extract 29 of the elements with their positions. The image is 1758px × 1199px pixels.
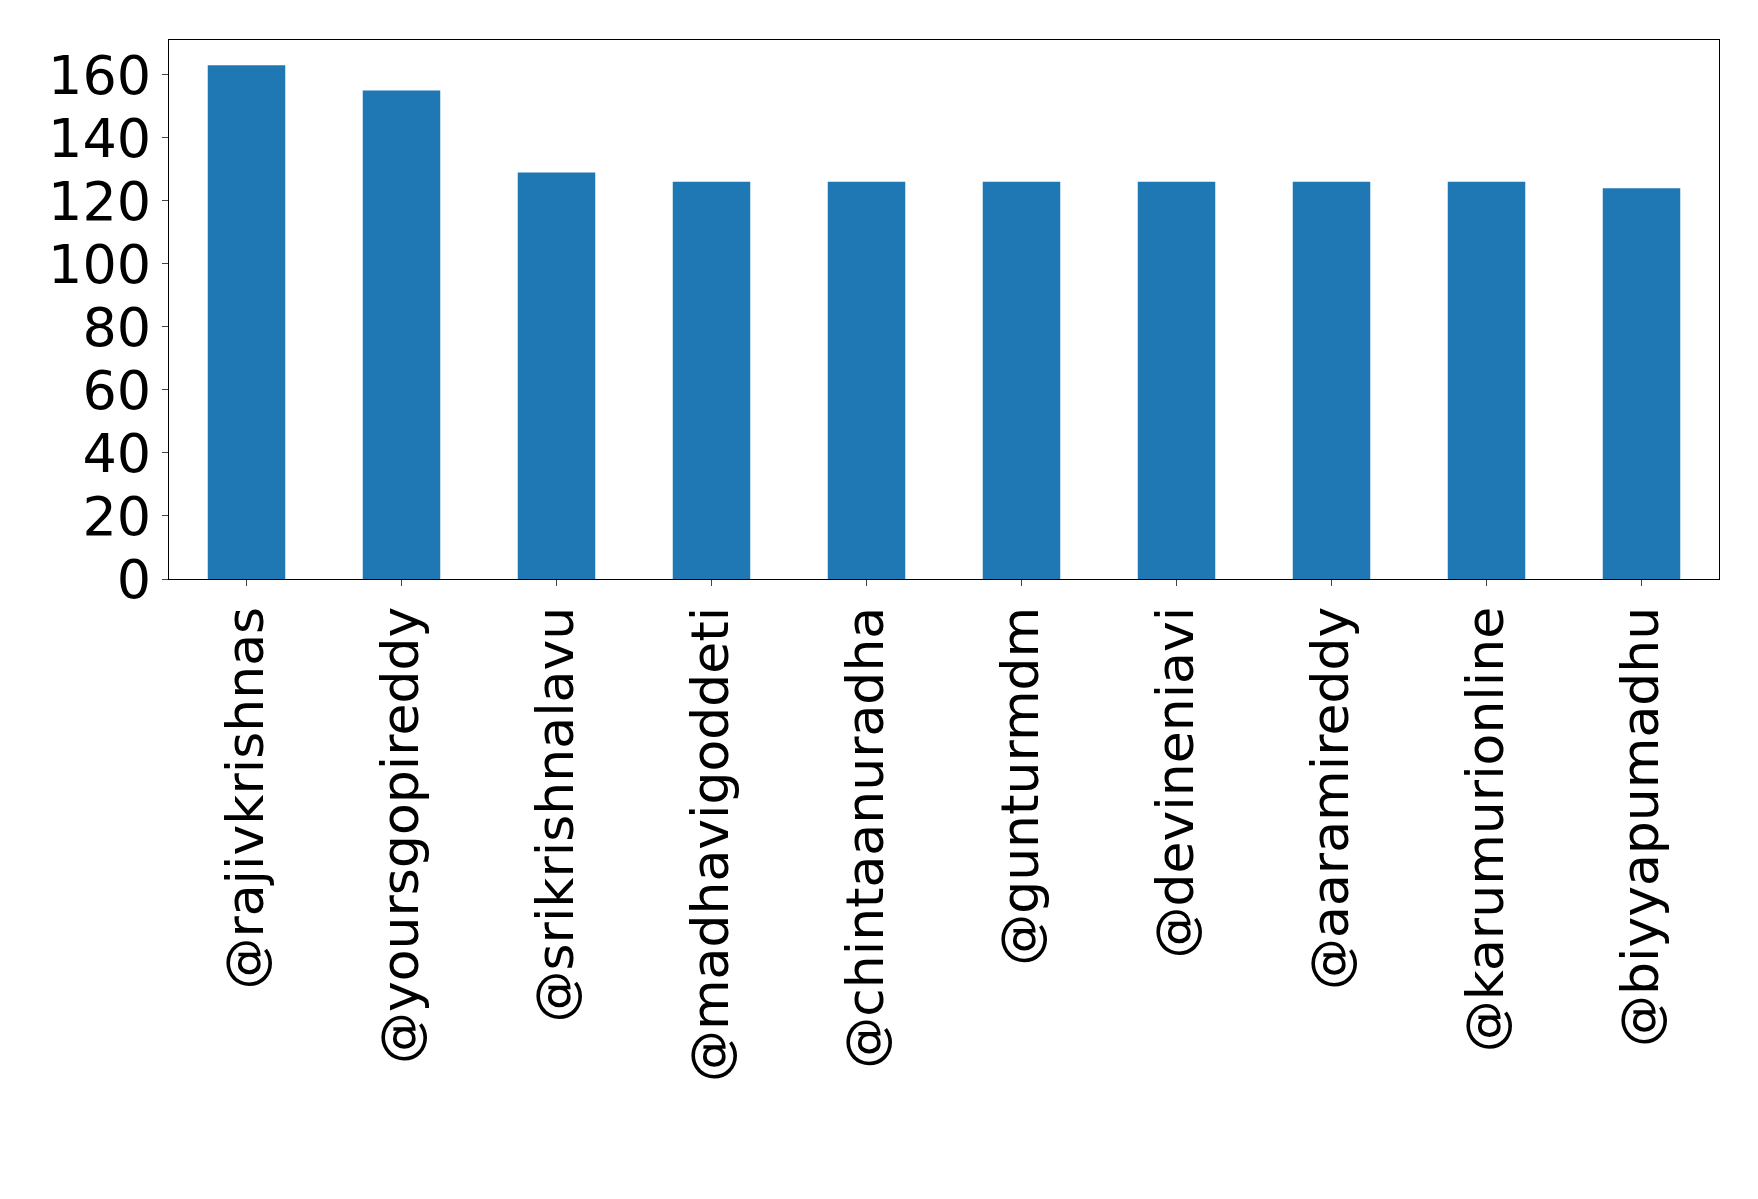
- bar: [1602, 188, 1681, 579]
- bar: [827, 181, 906, 579]
- y-tick-label: 40: [82, 421, 152, 485]
- x-tick-label: @rajivkrishnas: [215, 606, 276, 990]
- x-tick-label: @biyyapumadhu: [1610, 606, 1671, 1048]
- bar: [362, 90, 441, 579]
- bar: [672, 181, 751, 579]
- x-tick-label: @karumurionline: [1455, 606, 1516, 1053]
- y-tick-label: 0: [116, 547, 152, 611]
- y-tick-label: 60: [82, 358, 152, 422]
- x-tick-label: @aaramireddy: [1300, 606, 1361, 990]
- x-tick-label: @devineniavi: [1145, 606, 1206, 959]
- bar: [517, 172, 596, 579]
- y-tick-label: 80: [82, 295, 152, 359]
- bar: [1137, 181, 1216, 579]
- x-tick-label: @srikrishnalavu: [525, 606, 586, 1023]
- x-tick-label: @chintaanuradha: [835, 606, 896, 1069]
- y-tick-label: 100: [48, 232, 152, 296]
- x-tick-label: @gunturmdm: [990, 606, 1051, 966]
- bar: [207, 65, 286, 579]
- x-tick-label: @yoursgopireddy: [370, 606, 431, 1065]
- bar: [1292, 181, 1371, 579]
- y-tick-label: 120: [48, 169, 152, 233]
- y-tick-label: 20: [82, 484, 152, 548]
- bar: [1447, 181, 1526, 579]
- x-tick-label: @madhavigoddeti: [680, 606, 741, 1083]
- y-tick-label: 160: [48, 43, 152, 107]
- bar: [982, 181, 1061, 579]
- y-tick-label: 140: [48, 106, 152, 170]
